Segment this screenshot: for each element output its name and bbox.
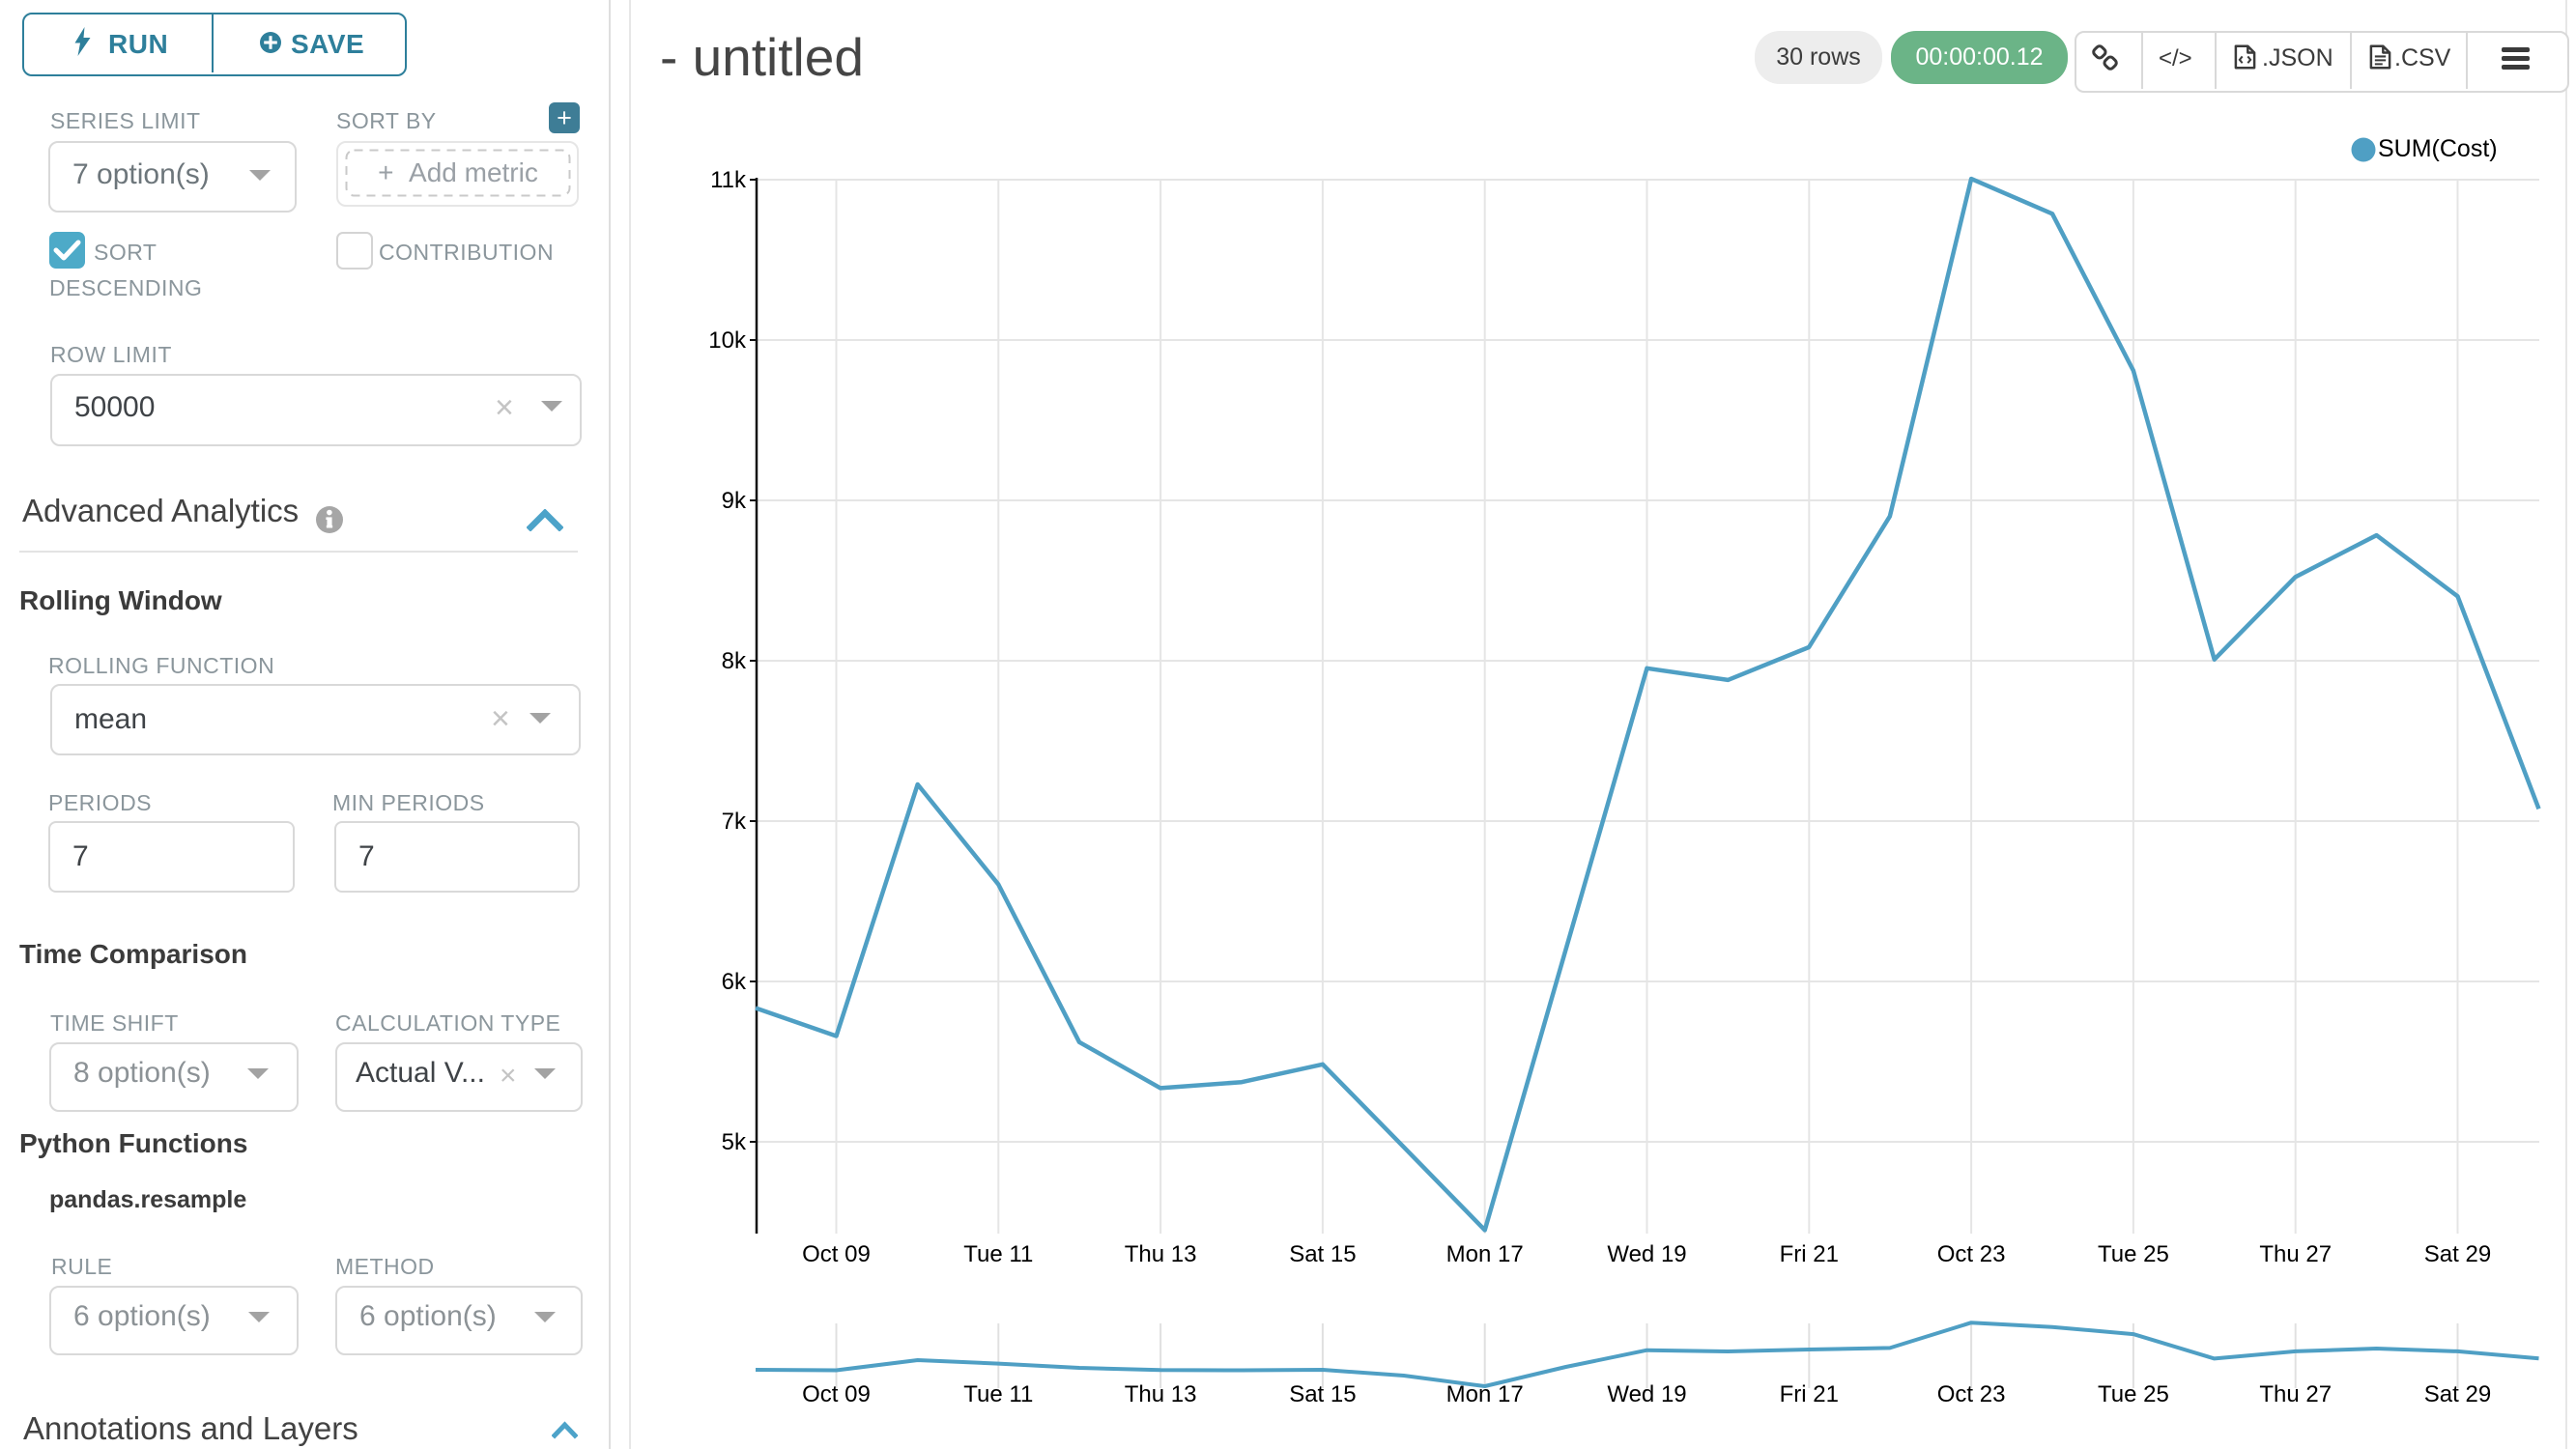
- svg-text:Thu 13: Thu 13: [1125, 1241, 1197, 1267]
- svg-text:Oct 23: Oct 23: [1937, 1241, 2006, 1267]
- svg-text:Thu 13: Thu 13: [1125, 1381, 1197, 1407]
- svg-text:Sat 15: Sat 15: [1289, 1241, 1356, 1267]
- svg-text:Wed 19: Wed 19: [1607, 1381, 1686, 1407]
- svg-text:Tue 11: Tue 11: [963, 1381, 1033, 1407]
- svg-text:9k: 9k: [722, 488, 747, 514]
- svg-text:Mon 17: Mon 17: [1446, 1381, 1524, 1407]
- svg-text:6k: 6k: [722, 969, 747, 995]
- svg-text:Sat 29: Sat 29: [2424, 1381, 2491, 1407]
- svg-text:Mon 17: Mon 17: [1446, 1241, 1524, 1267]
- svg-text:7k: 7k: [722, 809, 747, 835]
- svg-text:Oct 09: Oct 09: [802, 1381, 871, 1407]
- svg-text:11k: 11k: [710, 167, 747, 193]
- svg-text:Oct 23: Oct 23: [1937, 1381, 2006, 1407]
- svg-text:Tue 11: Tue 11: [963, 1241, 1033, 1267]
- svg-text:Fri 21: Fri 21: [1780, 1381, 1839, 1407]
- svg-text:Tue 25: Tue 25: [2098, 1241, 2169, 1267]
- svg-text:10k: 10k: [708, 327, 747, 354]
- svg-text:Fri 21: Fri 21: [1780, 1241, 1839, 1267]
- svg-text:Oct 09: Oct 09: [802, 1241, 871, 1267]
- svg-text:Sat 29: Sat 29: [2424, 1241, 2491, 1267]
- svg-text:SUM(Cost): SUM(Cost): [2378, 135, 2498, 162]
- svg-text:Sat 15: Sat 15: [1289, 1381, 1356, 1407]
- svg-text:Wed 19: Wed 19: [1607, 1241, 1686, 1267]
- svg-text:Tue 25: Tue 25: [2098, 1381, 2169, 1407]
- svg-text:Thu 27: Thu 27: [2259, 1241, 2332, 1267]
- svg-text:8k: 8k: [722, 648, 747, 674]
- svg-text:5k: 5k: [722, 1129, 747, 1155]
- svg-text:Thu 27: Thu 27: [2259, 1381, 2332, 1407]
